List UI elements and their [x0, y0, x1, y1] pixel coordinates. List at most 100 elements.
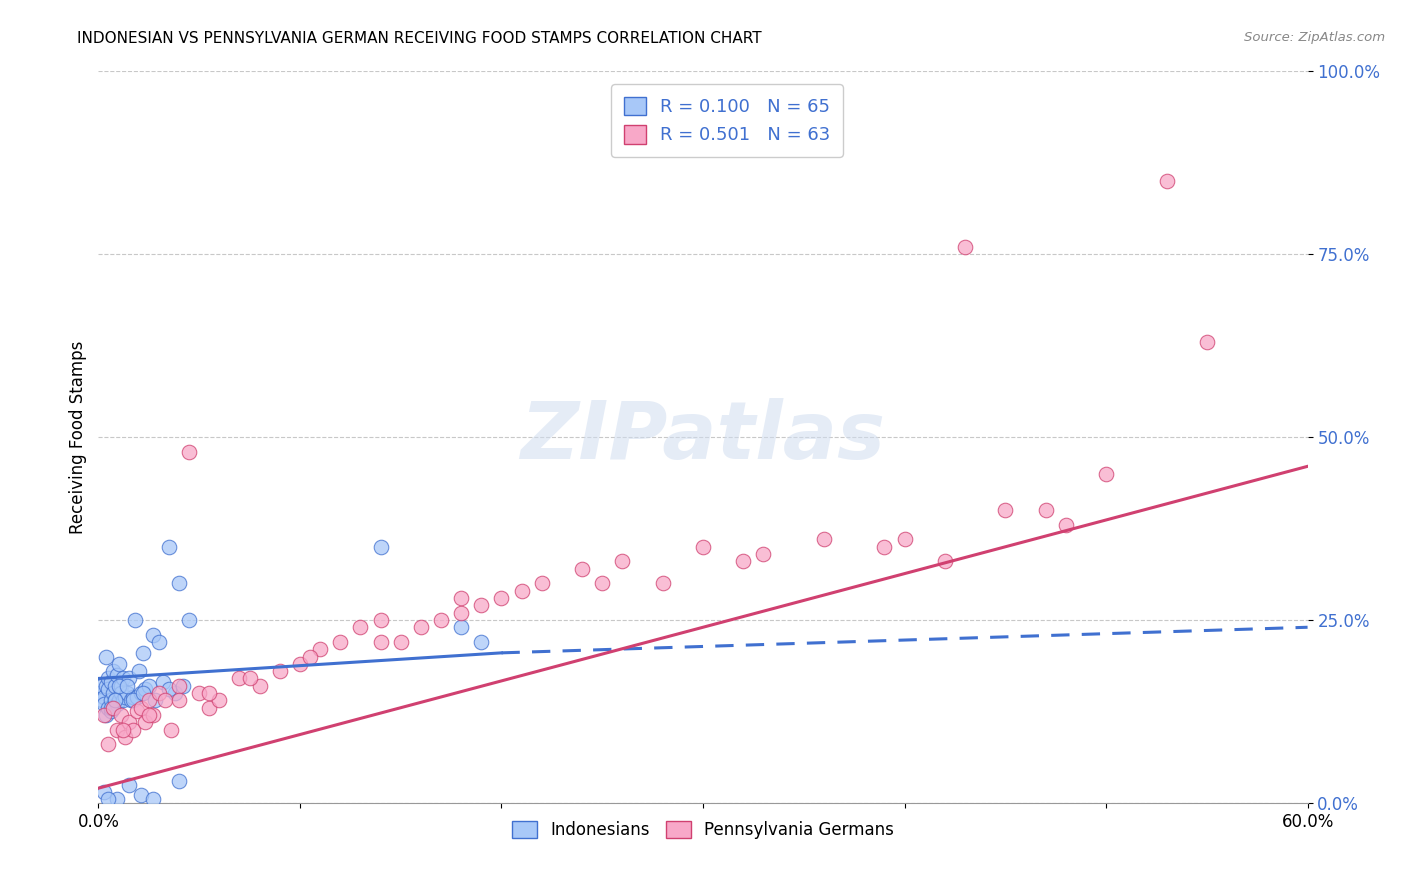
Point: [198, 686, 221, 700]
Point: [91, 693, 114, 707]
Point: [89, 686, 111, 700]
Point: [128, 664, 150, 678]
Point: [118, 672, 141, 686]
Point: [239, 672, 262, 686]
Point: [349, 620, 371, 634]
Point: [752, 547, 775, 561]
Point: [299, 649, 322, 664]
Point: [138, 679, 160, 693]
Point: [96, 649, 118, 664]
Point: [101, 686, 124, 700]
Point: [733, 554, 755, 568]
Point: [115, 679, 138, 693]
Point: [97, 737, 120, 751]
Point: [179, 444, 201, 458]
Point: [167, 693, 190, 707]
Point: [157, 540, 180, 554]
Point: [269, 664, 291, 678]
Point: [114, 730, 136, 744]
Point: [370, 613, 392, 627]
Point: [138, 708, 160, 723]
Point: [129, 686, 152, 700]
Point: [114, 690, 136, 704]
Point: [100, 693, 122, 707]
Point: [118, 715, 141, 730]
Point: [953, 240, 976, 254]
Point: [96, 708, 118, 723]
Text: ZIPatlas: ZIPatlas: [520, 398, 886, 476]
Point: [893, 533, 915, 547]
Point: [105, 792, 128, 806]
Point: [121, 693, 143, 707]
Point: [1054, 517, 1077, 532]
Point: [692, 540, 714, 554]
Point: [115, 686, 138, 700]
Point: [111, 693, 134, 707]
Point: [167, 679, 190, 693]
Point: [107, 679, 129, 693]
Point: [138, 693, 160, 707]
Point: [107, 657, 129, 671]
Point: [172, 679, 194, 693]
Text: INDONESIAN VS PENNSYLVANIA GERMAN RECEIVING FOOD STAMPS CORRELATION CHART: INDONESIAN VS PENNSYLVANIA GERMAN RECEIV…: [77, 31, 762, 46]
Point: [97, 700, 120, 714]
Point: [530, 576, 553, 591]
Text: Source: ZipAtlas.com: Source: ZipAtlas.com: [1244, 31, 1385, 45]
Point: [121, 690, 143, 704]
Point: [120, 693, 142, 707]
Legend: Indonesians, Pennsylvania Germans: Indonesians, Pennsylvania Germans: [505, 814, 901, 846]
Point: [129, 700, 152, 714]
Point: [1035, 503, 1057, 517]
Point: [470, 635, 492, 649]
Point: [934, 554, 956, 568]
Point: [994, 503, 1017, 517]
Point: [110, 708, 132, 723]
Point: [370, 635, 392, 649]
Point: [591, 576, 613, 591]
Point: [105, 697, 128, 711]
Point: [111, 672, 134, 686]
Point: [110, 686, 132, 700]
Point: [152, 675, 174, 690]
Point: [121, 723, 143, 737]
Point: [132, 646, 155, 660]
Point: [612, 554, 634, 568]
Point: [163, 686, 186, 700]
Point: [1095, 467, 1118, 481]
Point: [96, 679, 118, 693]
Point: [110, 679, 132, 693]
Point: [873, 540, 896, 554]
Point: [93, 690, 115, 704]
Point: [142, 708, 165, 723]
Point: [91, 679, 114, 693]
Point: [111, 723, 134, 737]
Point: [101, 700, 124, 714]
Point: [97, 792, 120, 806]
Point: [129, 789, 152, 803]
Point: [179, 613, 201, 627]
Point: [101, 700, 124, 714]
Point: [148, 686, 170, 700]
Point: [103, 693, 125, 707]
Point: [228, 672, 250, 686]
Y-axis label: Receiving Food Stamps: Receiving Food Stamps: [69, 341, 87, 533]
Point: [103, 693, 125, 707]
Point: [571, 562, 593, 576]
Point: [309, 642, 332, 657]
Point: [97, 672, 120, 686]
Point: [1195, 334, 1218, 349]
Point: [142, 792, 165, 806]
Point: [142, 627, 165, 641]
Point: [198, 700, 221, 714]
Point: [134, 715, 156, 730]
Point: [100, 705, 122, 719]
Point: [105, 667, 128, 681]
Point: [93, 708, 115, 723]
Point: [107, 693, 129, 707]
Point: [97, 682, 120, 697]
Point: [430, 613, 453, 627]
Point: [157, 682, 180, 697]
Point: [329, 635, 352, 649]
Point: [101, 664, 124, 678]
Point: [208, 693, 231, 707]
